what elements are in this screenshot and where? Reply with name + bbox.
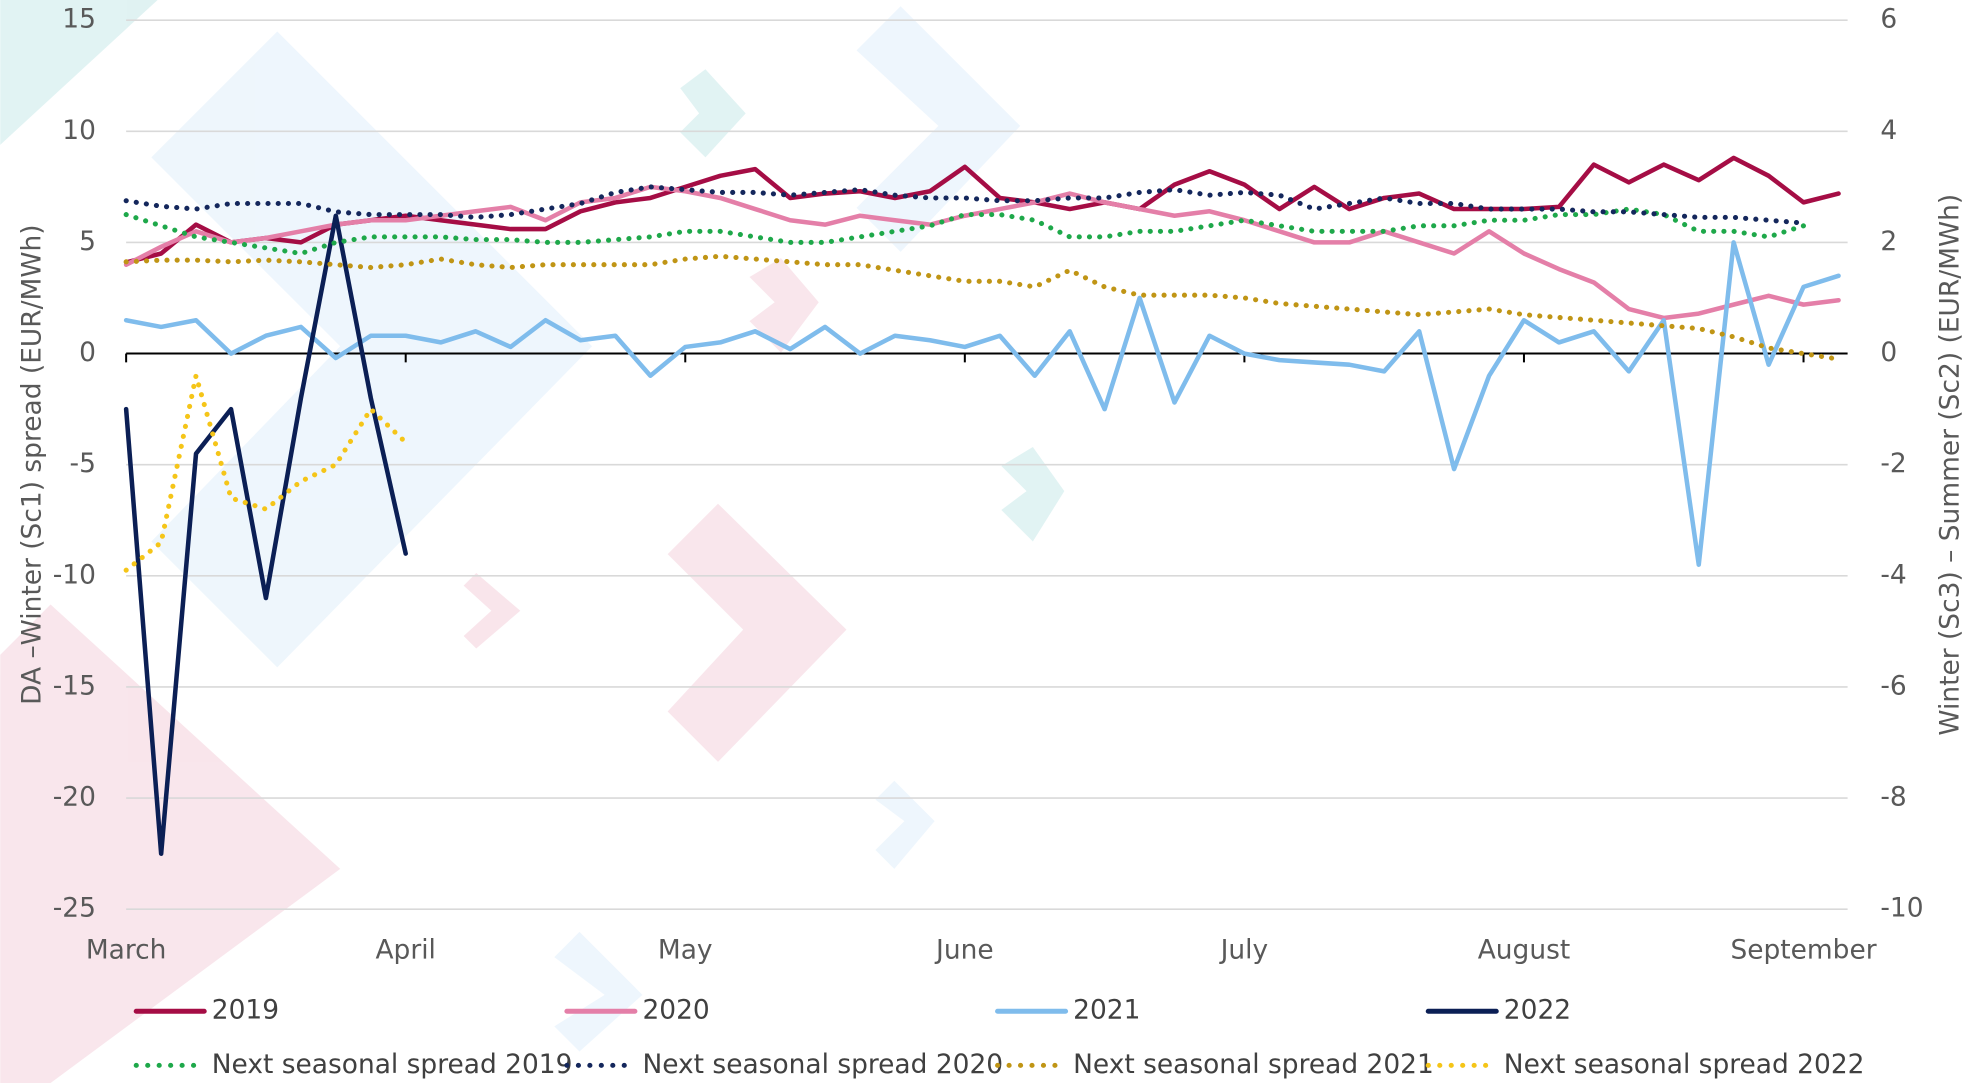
y-tick-label: 10 [62,115,96,146]
y-tick-label: 5 [79,226,96,257]
x-tick-label: June [934,934,994,965]
x-tick-label: July [1219,934,1269,965]
legend-label: Next seasonal spread 2022 [1504,1049,1865,1080]
legend-label: 2021 [1073,995,1140,1026]
series-line [123,253,1842,362]
y-tick-label: -25 [53,893,96,924]
series-line [123,184,1807,226]
y-tick-label: -10 [53,559,96,590]
series-line [123,373,409,573]
y2-tick-label: 4 [1880,115,1897,146]
y-tick-label: -20 [53,782,96,813]
y2-tick-label: -8 [1880,782,1906,813]
y-tick-label: 15 [62,4,96,35]
legend-label: Next seasonal spread 2019 [212,1049,573,1080]
x-tick-label: March [86,934,167,965]
legend-label: 2020 [642,995,709,1026]
legend: 2019 2020 2021 2022 Next seasonal spread 201… [133,995,1865,1080]
y2-tick-label: 6 [1880,4,1897,35]
y2-tick-label: -2 [1880,448,1906,479]
background-decoration [0,0,1065,1083]
legend-label: Next seasonal spread 2020 [642,1049,1003,1080]
y2-tick-label: -10 [1880,893,1923,924]
y-tick-label: -15 [53,670,96,701]
x-tick-label: May [658,934,713,965]
series-line [123,240,1841,567]
legend-label: Next seasonal spread 2021 [1073,1049,1434,1080]
y-tick-label: -5 [70,448,96,479]
y-tick-label: 0 [79,337,96,368]
y2-tick-label: -6 [1880,670,1906,701]
series-line [123,206,1807,257]
series-line [123,213,408,856]
x-tick-label: September [1730,934,1876,965]
y-axis-title: DA –Winter (Sc1) spread (EUR/MWh) [16,224,47,705]
legend-label: 2022 [1504,995,1571,1026]
y2-tick-label: 2 [1880,226,1897,257]
y2-axis-title: Winter (Sc3) – Summer (Sc2) (EUR/MWh) [1934,194,1965,736]
x-tick-label: August [1478,934,1571,965]
y2-tick-label: -4 [1880,559,1906,590]
legend-label: 2019 [212,995,279,1026]
y2-tick-label: 0 [1880,337,1897,368]
x-tick-label: April [375,934,435,965]
